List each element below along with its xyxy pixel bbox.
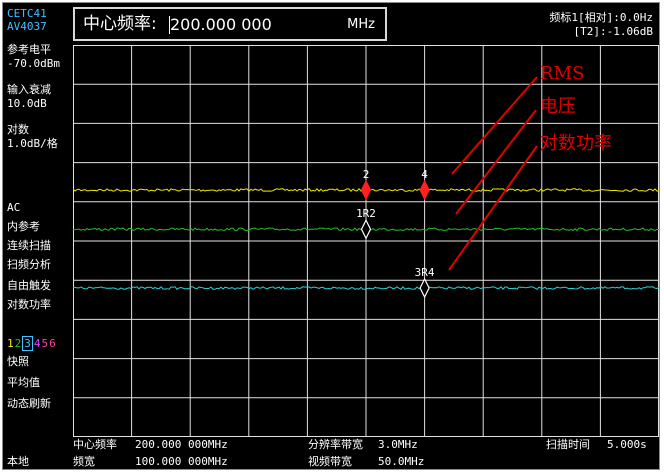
trace-number-6[interactable]: 6 — [49, 337, 56, 350]
ref-level-value: -70.0dBm — [7, 57, 60, 70]
marker-label: 1R2 — [356, 207, 376, 220]
average-status: 平均值 — [7, 376, 40, 389]
refresh-status: 动态刷新 — [7, 397, 51, 410]
footer-sweep-time-value: 5.000s — [607, 438, 647, 451]
marker-1r2: 1R2 — [356, 207, 376, 240]
spectrum-plot[interactable]: 2 4 1R2 3R4 — [73, 45, 659, 437]
marker-3r4: 3R4 — [415, 266, 435, 299]
footer-rbw-value: 3.0MHz — [378, 438, 418, 451]
marker-label: 3R4 — [415, 266, 435, 279]
footer-span-label: 频宽 — [73, 455, 95, 468]
marker-diamond — [419, 179, 430, 201]
center-frequency-entry[interactable]: 中心频率: 200.000 000 MHz — [73, 7, 387, 41]
annotation-log-power: 对数功率 — [540, 133, 612, 154]
footer-vbw-value: 50.0MHz — [378, 455, 425, 468]
footer-rbw-label: 分辨率带宽 — [308, 438, 363, 451]
model-line-1: CETC41 — [7, 7, 47, 20]
marker-label: 2 — [363, 168, 370, 181]
marker-readout-frequency: 频标1[相对]:0.0Hz — [549, 11, 653, 24]
marker-readout-level: [T2]:-1.06dB — [573, 25, 653, 38]
snapshot-status: 快照 — [7, 355, 29, 368]
trace-number-5[interactable]: 5 — [41, 337, 49, 350]
marker-label: 4 — [421, 168, 428, 181]
marker-layer: 2 4 1R2 3R4 — [356, 168, 435, 299]
attenuation-label: 输入衰减 — [7, 83, 51, 96]
center-frequency-unit: MHz — [347, 17, 375, 32]
annotation-voltage: 电压 — [540, 96, 576, 117]
trace-number-1[interactable]: 1 — [7, 337, 14, 350]
marker-2: 2 — [360, 168, 372, 201]
model-line-2: AV4037 — [7, 20, 47, 33]
remote-local-status: 本地 — [7, 455, 29, 468]
center-frequency-value[interactable]: 200.000 000 — [170, 15, 272, 34]
analysis-mode-status: 扫频分析 — [7, 258, 51, 271]
sweep-mode-status: 连续扫描 — [7, 239, 51, 252]
trace-selector[interactable]: 12 3 456 — [7, 336, 57, 351]
footer-vbw-label: 视频带宽 — [308, 455, 352, 468]
footer-span-value: 100.000 000MHz — [135, 455, 228, 468]
text-cursor — [169, 16, 170, 34]
center-frequency-label: 中心频率: — [83, 14, 157, 34]
scale-label: 对数 — [7, 123, 29, 136]
annotation-rms: RMS — [540, 63, 585, 84]
reference-status: 内参考 — [7, 220, 40, 233]
ref-level-label: 参考电平 — [7, 43, 51, 56]
marker-diamond — [360, 179, 372, 201]
scale-value: 1.0dB/格 — [7, 137, 58, 150]
attenuation-value: 10.0dB — [7, 97, 47, 110]
trigger-status: 自由触发 — [7, 279, 51, 292]
footer-center-value: 200.000 000MHz — [135, 438, 228, 451]
analyzer-screen: CETC41 AV4037 中心频率: 200.000 000 MHz 频标1[… — [2, 2, 660, 470]
detector-status: 对数功率 — [7, 298, 51, 311]
footer-center-label: 中心频率 — [73, 438, 117, 451]
marker-diamond — [419, 277, 430, 299]
marker-diamond — [360, 218, 372, 240]
coupling-status: AC — [7, 201, 21, 214]
footer-sweep-time-label: 扫描时间 — [546, 438, 590, 451]
trace-number-3[interactable]: 3 — [22, 336, 33, 351]
marker-4: 4 — [419, 168, 430, 201]
trace-number-4[interactable]: 4 — [33, 337, 41, 350]
trace-log-power — [73, 286, 659, 290]
trace-number-2[interactable]: 2 — [14, 337, 22, 350]
plot-grid — [73, 45, 659, 437]
